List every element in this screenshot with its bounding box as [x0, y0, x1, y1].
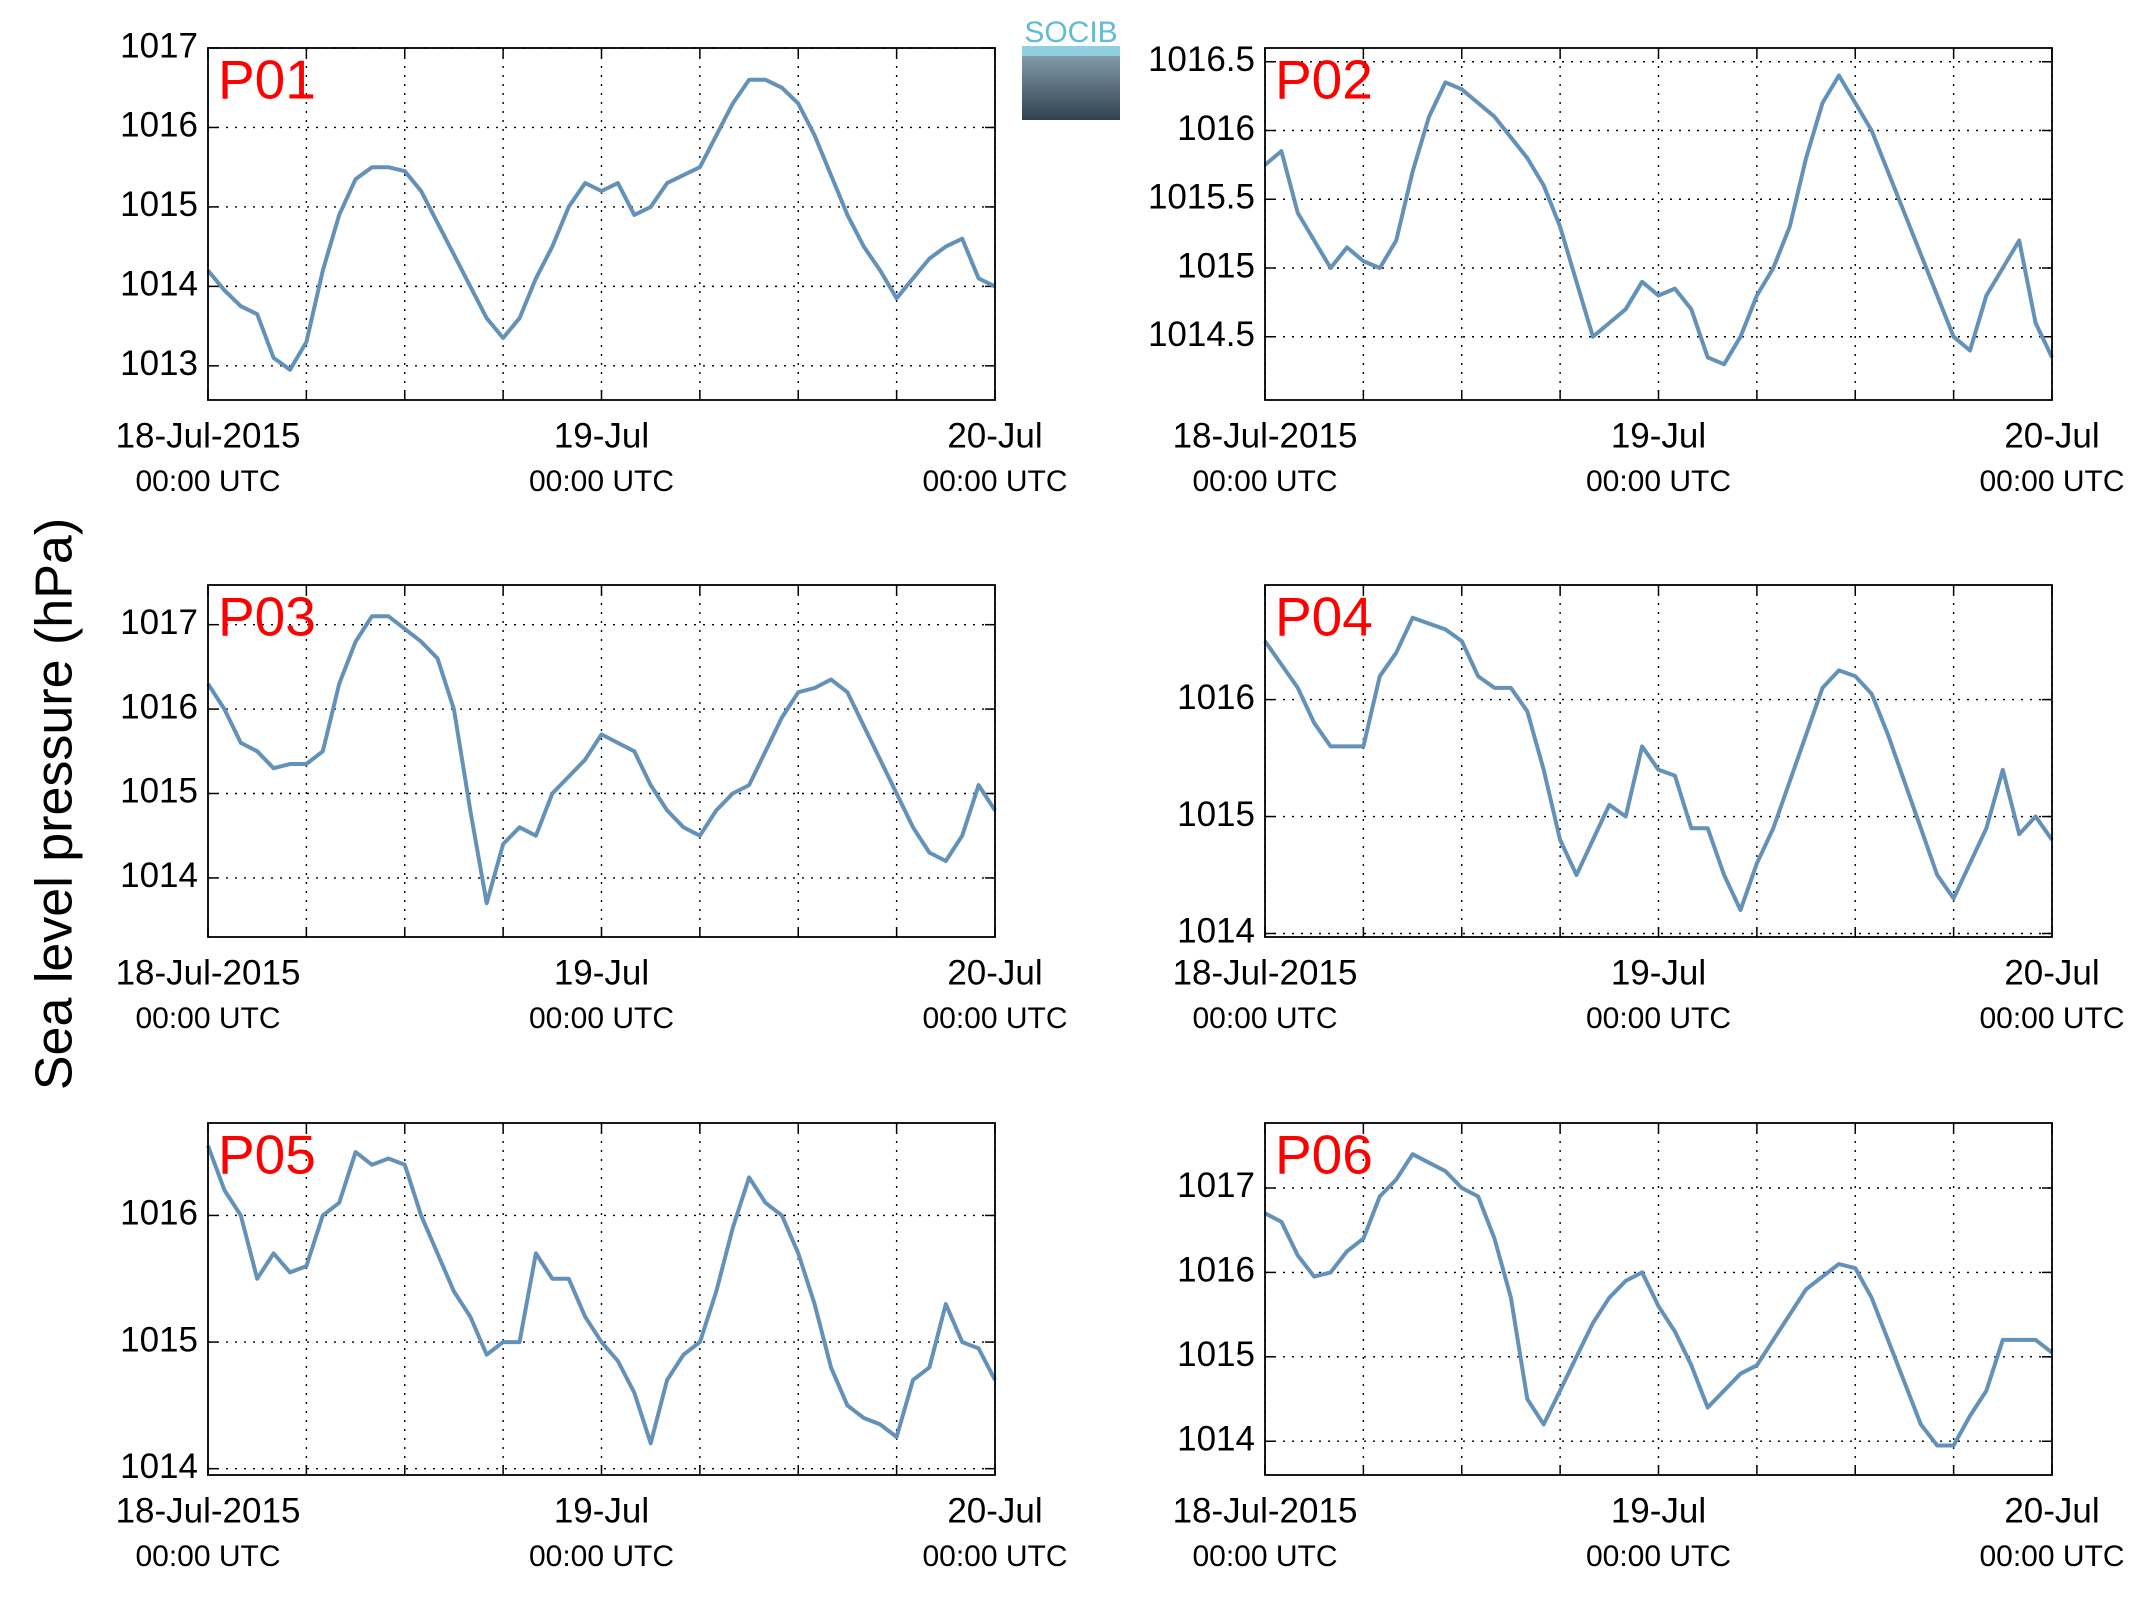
y-axis-label: Sea level pressure (hPa)	[26, 518, 84, 1090]
logo-box	[1022, 46, 1120, 120]
panel-title: P04	[1275, 586, 1373, 648]
y-tick-label: 1016	[1177, 109, 1255, 148]
panel-title: P03	[218, 586, 316, 648]
x-tick-sublabel: 00:00 UTC	[135, 1002, 280, 1035]
x-tick-label: 19-Jul	[1611, 953, 1706, 992]
y-tick-label: 1015	[120, 1320, 198, 1359]
x-tick-label: 18-Jul-2015	[1173, 953, 1358, 992]
logo-text: SOCIB	[1024, 16, 1117, 49]
y-tick-label: 1016	[120, 687, 198, 726]
x-tick-label: 19-Jul	[554, 416, 649, 455]
plot-frame	[1264, 1122, 2053, 1476]
panel: 1014 1015 1016 1017 18-Jul-2015 00:00 UTC 19-J…	[1173, 1122, 2125, 1573]
y-tick-label: 1015	[1177, 795, 1255, 834]
data-line	[206, 1145, 997, 1446]
panel: 1014.5 1015 1015.5 1016 1016.5 18-Jul-2015 00:…	[1148, 40, 2125, 498]
y-tick-label: 1016.5	[1148, 40, 1255, 79]
y-tick-label: 1014	[120, 265, 198, 304]
x-tick-label: 19-Jul	[554, 1491, 649, 1530]
y-tick-label: 1016	[1177, 678, 1255, 717]
plot-area	[1265, 48, 2052, 400]
panel-title: P01	[218, 49, 316, 111]
x-tick-sublabel: 00:00 UTC	[1586, 1002, 1731, 1035]
x-tick-sublabel: 00:00 UTC	[135, 465, 280, 498]
data-line	[1263, 73, 2054, 367]
y-tick-label: 1015.5	[1148, 178, 1255, 217]
x-tick-sublabel: 00:00 UTC	[529, 1002, 674, 1035]
x-tick-label: 20-Jul	[947, 1491, 1042, 1530]
y-tick-label: 1017	[120, 603, 198, 642]
y-tick-label: 1014	[120, 1447, 198, 1486]
panel-title: P02	[1275, 49, 1373, 111]
x-tick-label: 19-Jul	[1611, 416, 1706, 455]
x-tick-label: 20-Jul	[2004, 1491, 2099, 1530]
x-tick-label: 19-Jul	[1611, 1491, 1706, 1530]
y-tick-label: 1014	[1177, 912, 1255, 951]
y-tick-label: 1016	[1177, 1251, 1255, 1290]
data-line	[206, 77, 996, 372]
y-tick-label: 1014	[120, 856, 198, 895]
y-tick-label: 1014.5	[1148, 315, 1255, 354]
x-tick-sublabel: 00:00 UTC	[1979, 465, 2124, 498]
plot-area	[1265, 1123, 2052, 1475]
x-tick-sublabel: 00:00 UTC	[1979, 1002, 2124, 1035]
y-tick-label: 1015	[1177, 1335, 1255, 1374]
x-tick-label: 20-Jul	[947, 953, 1042, 992]
x-tick-sublabel: 00:00 UTC	[529, 1540, 674, 1573]
logo-wave	[1022, 46, 1120, 56]
logo: SOCIB	[1022, 16, 1120, 120]
y-tick-label: 1013	[120, 344, 198, 383]
panel-title: P05	[218, 1124, 316, 1186]
x-tick-label: 19-Jul	[554, 953, 649, 992]
x-tick-label: 20-Jul	[947, 416, 1042, 455]
x-tick-sublabel: 00:00 UTC	[529, 465, 674, 498]
plot-frame	[207, 1122, 996, 1476]
y-tick-label: 1016	[120, 106, 198, 145]
y-tick-label: 1015	[1177, 246, 1255, 285]
data-line	[1263, 615, 2054, 913]
panel: 1014 1015 1016 18-Jul-2015 00:00 UTC 19-Jul 00…	[1173, 584, 2125, 1035]
x-tick-label: 18-Jul-2015	[116, 416, 301, 455]
x-tick-label: 18-Jul-2015	[1173, 416, 1358, 455]
x-tick-sublabel: 00:00 UTC	[922, 465, 1067, 498]
plot-area	[208, 48, 995, 400]
panel: 1014 1015 1016 1017 18-Jul-2015 00:00 UTC 19-J…	[116, 584, 1068, 1035]
y-tick-label: 1016	[120, 1194, 198, 1233]
panel: 1014 1015 1016 18-Jul-2015 00:00 UTC 19-Jul 00…	[116, 1122, 1068, 1573]
y-tick-label: 1017	[1177, 1166, 1255, 1205]
x-tick-sublabel: 00:00 UTC	[1586, 465, 1731, 498]
plot-frame	[207, 47, 996, 401]
x-tick-sublabel: 00:00 UTC	[922, 1540, 1067, 1573]
x-tick-label: 18-Jul-2015	[116, 953, 301, 992]
y-tick-label: 1015	[120, 772, 198, 811]
data-line	[206, 614, 997, 906]
panel: 1013 1014 1015 1016 1017 18-Jul-2015 00:00 UTC…	[116, 26, 1068, 498]
y-tick-label: 1015	[120, 185, 198, 224]
x-tick-label: 18-Jul-2015	[1173, 1491, 1358, 1530]
data-line	[1264, 1152, 2054, 1448]
plot-area	[1265, 585, 2052, 937]
x-tick-sublabel: 00:00 UTC	[1192, 1002, 1337, 1035]
plot-frame	[1264, 47, 2053, 401]
x-tick-sublabel: 00:00 UTC	[1192, 1540, 1337, 1573]
plot-frame	[207, 584, 996, 938]
x-tick-sublabel: 00:00 UTC	[922, 1002, 1067, 1035]
x-tick-label: 20-Jul	[2004, 953, 2099, 992]
y-tick-label: 1014	[1177, 1419, 1255, 1458]
y-tick-label: 1017	[120, 26, 198, 65]
panel-title: P06	[1275, 1124, 1373, 1186]
x-tick-sublabel: 00:00 UTC	[1586, 1540, 1731, 1573]
x-tick-sublabel: 00:00 UTC	[1192, 465, 1337, 498]
plot-frame	[1264, 584, 2053, 938]
plot-area	[208, 585, 995, 937]
x-tick-sublabel: 00:00 UTC	[135, 1540, 280, 1573]
x-tick-label: 18-Jul-2015	[116, 1491, 301, 1530]
x-tick-sublabel: 00:00 UTC	[1979, 1540, 2124, 1573]
x-tick-label: 20-Jul	[2004, 416, 2099, 455]
